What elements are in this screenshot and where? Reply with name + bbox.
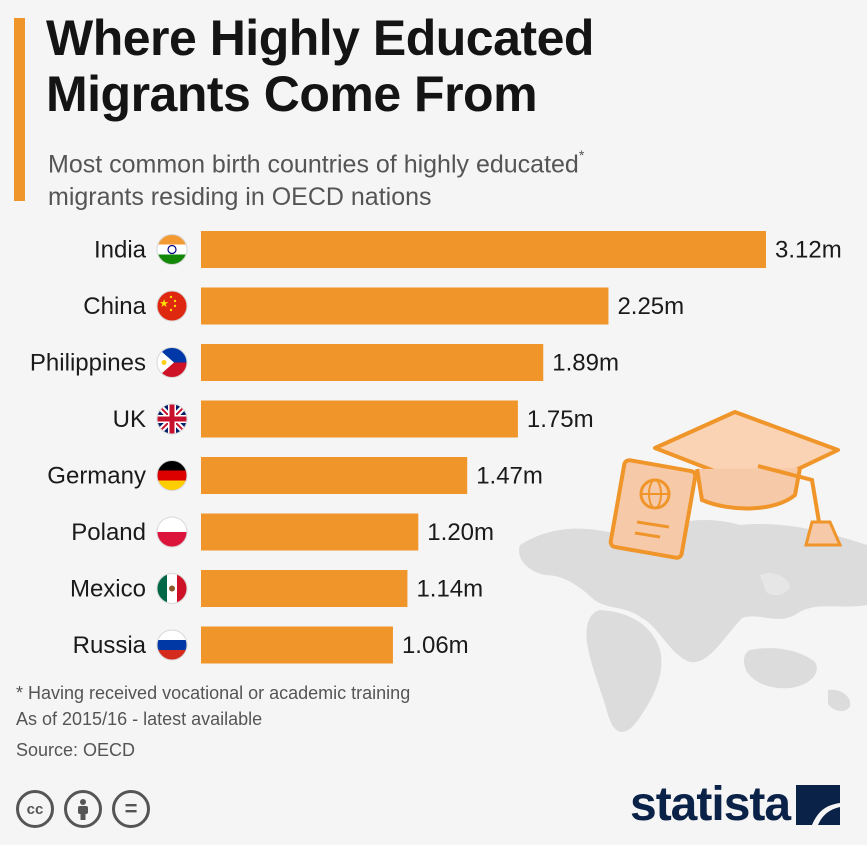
bar-philippines [201,344,544,381]
bar-uk [201,400,518,438]
value-label-uk: 1.75m [527,406,594,433]
russia-flag-icon [157,630,187,660]
no-derivatives-icon[interactable]: = [112,790,150,828]
statista-logo-icon [796,785,841,825]
category-label-uk: UK [113,406,146,433]
value-label-russia: 1.06m [402,632,469,659]
value-label-philippines: 1.89m [552,350,619,377]
title-line-2: Migrants Come From [46,66,538,122]
category-label-india: India [94,237,147,264]
bar-mexico [201,570,408,607]
china-flag-icon: ★ [157,291,187,321]
value-label-mexico: 1.14m [416,576,483,603]
bar-poland [201,513,419,551]
chart-subtitle: Most common birth countries of highly ed… [48,142,584,214]
bar-india [201,231,766,268]
footnotes: * Having received vocational or academic… [16,680,410,763]
footnote-definition: * Having received vocational or academic… [16,683,411,703]
attribution-icon[interactable] [64,790,102,828]
subtitle-line-2: migrants residing in OECD nations [48,183,432,212]
footnote-asterisk: * [578,147,585,163]
title-line-1: Where Highly Educated [46,10,594,66]
category-label-china: China [83,293,146,320]
india-flag-icon [157,234,187,265]
value-label-germany: 1.47m [476,463,543,490]
subtitle-line-1: Most common birth countries of highly ed… [48,147,585,179]
brand-name: statista [630,778,791,831]
mexico-flag-icon [157,573,187,604]
bar-china [201,287,609,325]
passport-icon [608,458,698,560]
license-icons: cc = [16,790,150,828]
poland-flag-icon [157,517,187,547]
title-accent-bar [14,18,25,201]
world-map-icon [519,520,867,732]
graduation-cap-icon [653,410,843,547]
cc-icon[interactable]: cc [16,790,54,828]
source-note: Source: OECD [16,740,136,760]
footnote-period: As of 2015/16 - latest available [16,709,263,729]
philippines-flag-icon [157,347,187,378]
category-label-mexico: Mexico [70,576,146,603]
bar-germany [201,457,468,494]
value-label-poland: 1.20m [427,519,494,546]
category-label-poland: Poland [71,519,146,546]
svg-text:★: ★ [159,297,169,310]
uk-flag-icon [157,404,187,434]
chart-title: Where Highly Educated Migrants Come From [46,10,594,122]
bar-russia [201,626,393,664]
category-label-germany: Germany [47,463,146,490]
germany-flag-icon [157,460,187,491]
category-label-philippines: Philippines [30,350,146,377]
value-label-india: 3.12m [775,237,842,264]
category-label-russia: Russia [73,632,147,659]
value-label-china: 2.25m [617,293,684,320]
statista-logo[interactable]: statista [630,778,841,831]
